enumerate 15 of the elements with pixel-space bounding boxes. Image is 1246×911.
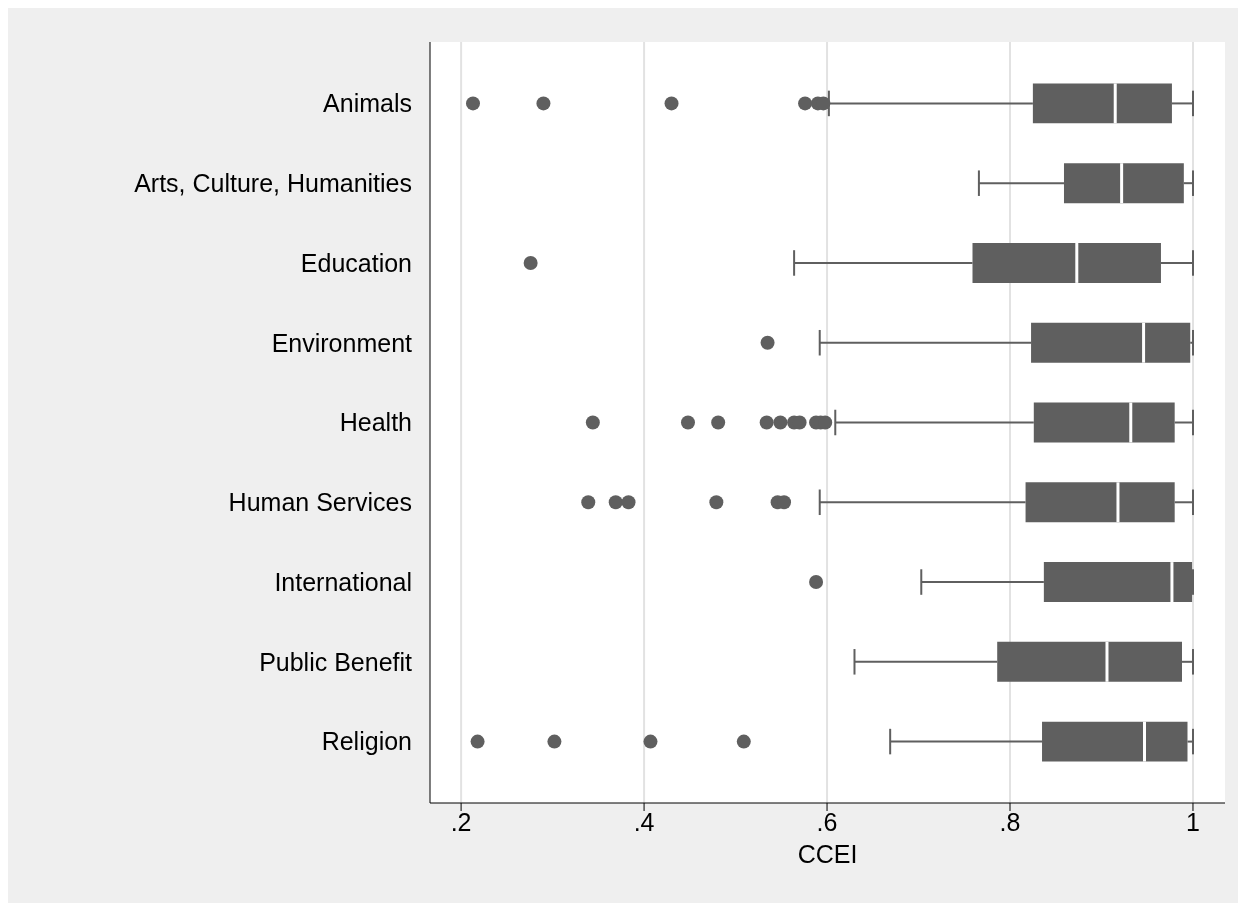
x-tick-label: 1 <box>1186 807 1200 836</box>
y-tick-label: Environment <box>271 328 413 357</box>
x-axis-title: CCEI <box>797 840 858 868</box>
x-tick-label: .2 <box>450 807 472 836</box>
y-tick-label: Religion <box>321 727 412 756</box>
y-tick-label: Health <box>339 408 412 437</box>
y-tick-label: International <box>274 567 412 596</box>
y-tick-label: Education <box>300 248 412 277</box>
x-tick-label: .6 <box>816 807 838 836</box>
x-tick-label: .4 <box>633 807 655 836</box>
y-tick-label: Public Benefit <box>259 647 413 676</box>
x-tick-label: .8 <box>999 807 1021 836</box>
y-tick-label: Animals <box>323 89 412 118</box>
y-tick-label: Human Services <box>228 488 412 517</box>
y-tick-label: Arts, Culture, Humanities <box>134 169 412 198</box>
